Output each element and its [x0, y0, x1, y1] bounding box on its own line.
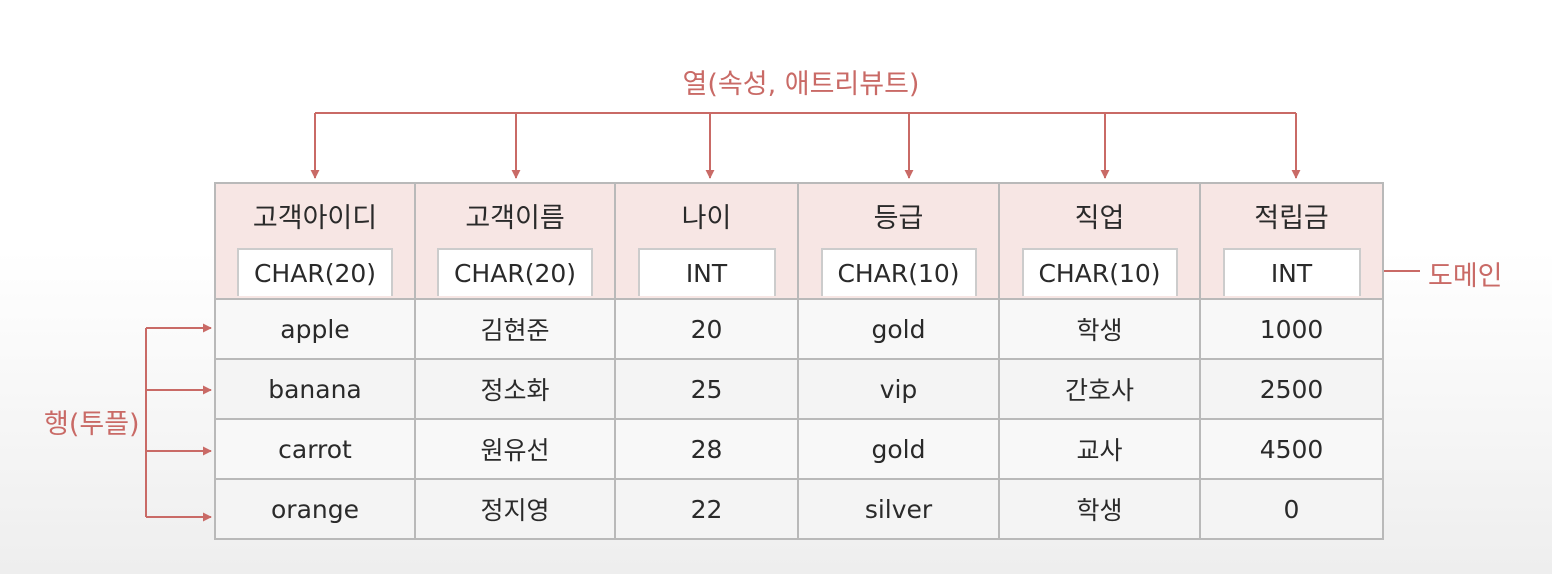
table-row: apple 김현준 20 gold 학생 1000 — [214, 298, 1384, 360]
column-name: 등급 — [873, 203, 924, 234]
table-cell: 교사 — [998, 418, 1201, 480]
column-name: 고객아이디 — [252, 203, 378, 234]
table-cell: 28 — [614, 418, 799, 480]
table-cell: 4500 — [1199, 418, 1384, 480]
tuple-label: 행(투플) — [44, 409, 140, 440]
table-cell: vip — [797, 358, 1000, 420]
column-name: 적립금 — [1254, 203, 1329, 234]
table-cell: gold — [797, 418, 1000, 480]
table-cell: 2500 — [1199, 358, 1384, 420]
domain-label: 도메인 — [1428, 261, 1503, 292]
table-cell: 학생 — [998, 298, 1201, 360]
relation-table: 고객아이디 CHAR(20) 고객이름 CHAR(20) 나이 INT 등급 CHAR(… — [214, 182, 1384, 540]
column-header: 고객아이디 CHAR(20) — [214, 182, 416, 300]
table-cell: apple — [214, 298, 416, 360]
table-cell: 1000 — [1199, 298, 1384, 360]
column-name: 고객이름 — [465, 203, 565, 234]
header-row: 고객아이디 CHAR(20) 고객이름 CHAR(20) 나이 INT 등급 CHAR(… — [214, 182, 1384, 300]
column-domain: INT — [1222, 248, 1361, 296]
table-cell: 학생 — [998, 478, 1201, 540]
table-row: orange 정지영 22 silver 학생 0 — [214, 478, 1384, 540]
table-cell: 정소화 — [414, 358, 616, 420]
table-cell: 20 — [614, 298, 799, 360]
column-header: 적립금 INT — [1199, 182, 1384, 300]
table-cell: 정지영 — [414, 478, 616, 540]
column-domain: CHAR(20) — [237, 248, 393, 296]
table-row: banana 정소화 25 vip 간호사 2500 — [214, 358, 1384, 420]
table-cell: orange — [214, 478, 416, 540]
column-header: 고객이름 CHAR(20) — [414, 182, 616, 300]
table-cell: gold — [797, 298, 1000, 360]
table-cell: 22 — [614, 478, 799, 540]
table-cell: 25 — [614, 358, 799, 420]
table-cell: 간호사 — [998, 358, 1201, 420]
column-domain: CHAR(20) — [437, 248, 593, 296]
column-header: 나이 INT — [614, 182, 799, 300]
table-row: carrot 원유선 28 gold 교사 4500 — [214, 418, 1384, 480]
table-cell: silver — [797, 478, 1000, 540]
column-header: 직업 CHAR(10) — [998, 182, 1201, 300]
attribute-label: 열(속성, 애트리뷰트) — [682, 69, 920, 100]
table-cell: carrot — [214, 418, 416, 480]
table-cell: banana — [214, 358, 416, 420]
column-name: 나이 — [681, 203, 732, 234]
table-cell: 김현준 — [414, 298, 616, 360]
column-name: 직업 — [1074, 203, 1125, 234]
column-header: 등급 CHAR(10) — [797, 182, 1000, 300]
column-domain: CHAR(10) — [820, 248, 977, 296]
table-cell: 0 — [1199, 478, 1384, 540]
column-domain: CHAR(10) — [1021, 248, 1178, 296]
column-domain: INT — [637, 248, 776, 296]
table-cell: 원유선 — [414, 418, 616, 480]
